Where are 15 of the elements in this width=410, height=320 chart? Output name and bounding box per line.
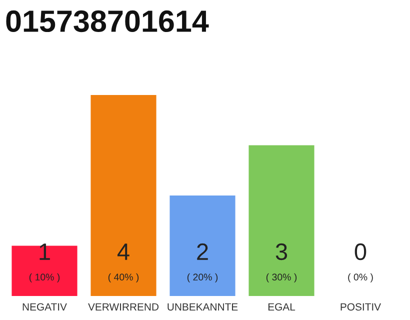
data-label: 1 ( 10% ) [29,244,60,282]
bar [248,145,314,296]
x-tick-label: UNBEKANNTE [168,303,238,311]
bar [90,95,156,296]
x-tick-label: VERWIRREND [88,303,158,310]
data-label: 0 ( 0% ) [348,243,373,282]
x-tick-label: NEGATIV [22,303,67,311]
bar [12,246,78,296]
data-label: 2 ( 20% ) [187,243,218,282]
data-label: 4 ( 40% ) [108,244,139,282]
data-label: 3 ( 30% ) [266,243,297,282]
x-tick-label: POSITIV [340,303,382,311]
bar [170,196,236,296]
chart-title: 015738701614 [6,10,209,32]
x-tick-label: EGAL [268,303,296,311]
